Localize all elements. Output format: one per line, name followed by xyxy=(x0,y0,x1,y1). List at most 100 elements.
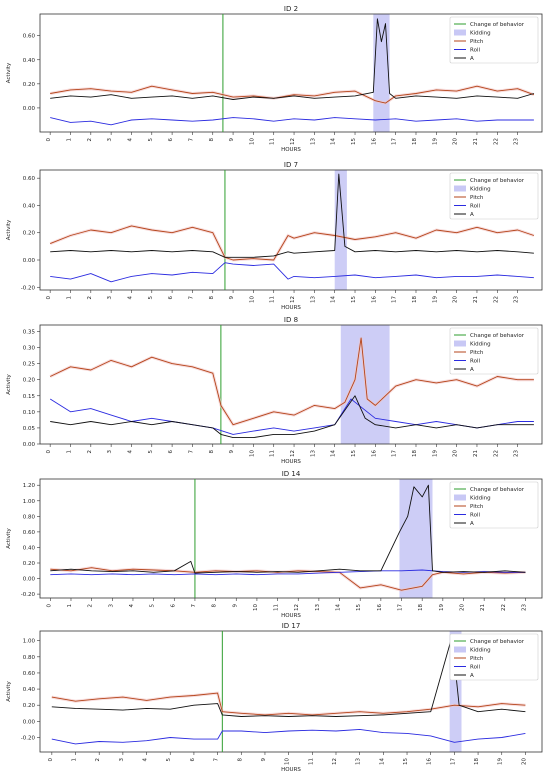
legend-label-pitch: Pitch xyxy=(470,350,484,356)
x-tick-label: 8 xyxy=(237,758,243,762)
legend-label-a: A xyxy=(470,56,474,62)
plot-frame xyxy=(39,478,543,599)
plot-frame xyxy=(39,169,543,291)
x-tick-label: 2 xyxy=(88,604,94,608)
legend-swatch-kidding xyxy=(454,340,466,347)
series-line-roll xyxy=(50,569,526,576)
legend: Change of behavior Kidding Pitch Roll A xyxy=(449,481,539,529)
y-tick-label: 0.00 xyxy=(23,442,36,448)
series-line-a xyxy=(50,173,534,258)
x-tick-label: 8 xyxy=(209,138,215,142)
legend-label-change: Change of behavior xyxy=(470,639,525,645)
chart-panel-2: ID 70.600.400.200.00-0.200 1 2 3 4 5 6 7 8 9 10 11 1… xyxy=(6,161,543,311)
x-tick-label: 15 xyxy=(403,758,409,765)
x-axis-label: HOURS xyxy=(281,305,301,311)
series-line-pitch xyxy=(51,692,526,716)
y-tick-label: 0.20 xyxy=(23,378,36,384)
x-tick-label: 0 xyxy=(46,604,52,608)
y-tick-label: 0.40 xyxy=(23,545,36,551)
legend-label-kidding: Kidding xyxy=(470,648,491,654)
x-tick-label: 14 xyxy=(331,296,337,303)
y-tick-label: 0.00 xyxy=(23,719,36,725)
x-tick-label: 21 xyxy=(473,138,479,145)
legend-label-kidding: Kidding xyxy=(470,342,491,348)
x-tick-label: 18 xyxy=(412,450,418,457)
series-line-pitch xyxy=(50,85,535,104)
x-tick-label: 9 xyxy=(229,296,235,300)
x-tick-label: 0 xyxy=(48,758,54,762)
y-tick-label: 0.80 xyxy=(23,514,36,520)
x-tick-label: 2 xyxy=(95,758,101,762)
y-axis-label: Activity xyxy=(6,219,12,240)
x-tick-label: 22 xyxy=(501,604,507,611)
x-tick-label: 16 xyxy=(371,138,377,145)
legend-label-roll: Roll xyxy=(470,665,480,671)
legend-label-a: A xyxy=(470,212,474,218)
x-tick-label: 2 xyxy=(87,296,93,300)
legend-label-roll: Roll xyxy=(470,48,480,54)
y-tick-label: 0.60 xyxy=(23,671,36,677)
chart-title: ID 17 xyxy=(282,622,301,630)
x-tick-label: 1 xyxy=(66,450,72,454)
legend-label-pitch: Pitch xyxy=(470,504,484,510)
x-tick-label: 23 xyxy=(514,296,520,303)
x-tick-label: 1 xyxy=(66,296,72,300)
series-line-roll xyxy=(50,262,534,283)
y-tick-label: 0.20 xyxy=(23,231,36,237)
y-tick-label: 0.20 xyxy=(23,703,36,709)
x-tick-label: 9 xyxy=(229,138,235,142)
legend-label-pitch: Pitch xyxy=(470,656,484,662)
x-tick-label: 2 xyxy=(87,138,93,142)
x-tick-label: 13 xyxy=(310,296,316,303)
x-tick-label: 9 xyxy=(229,450,235,454)
x-axis-label: HOURS xyxy=(281,147,301,153)
x-tick-label: 19 xyxy=(498,758,504,765)
x-tick-label: 20 xyxy=(459,604,465,611)
x-tick-label: 14 xyxy=(336,604,342,611)
x-axis-label: HOURS xyxy=(281,459,301,465)
x-tick-label: 19 xyxy=(432,296,438,303)
x-tick-label: 10 xyxy=(285,758,291,765)
chart-title: ID 2 xyxy=(284,5,298,13)
x-tick-label: 6 xyxy=(190,758,196,762)
legend-label-pitch: Pitch xyxy=(470,39,484,45)
x-tick-label: 10 xyxy=(249,296,255,303)
kidding-band xyxy=(373,14,390,132)
y-tick-label: 0.20 xyxy=(23,82,36,88)
y-tick-label: 0.05 xyxy=(23,426,36,432)
x-tick-label: 12 xyxy=(290,450,296,457)
x-tick-label: 16 xyxy=(427,758,433,765)
y-tick-label: 0.00 xyxy=(23,106,36,112)
legend-swatch-kidding xyxy=(454,494,466,501)
plot-frame xyxy=(39,13,543,133)
legend-label-roll: Roll xyxy=(470,513,480,519)
series-line-roll xyxy=(51,728,526,745)
x-tick-label: 20 xyxy=(453,450,459,457)
x-tick-label: 3 xyxy=(119,758,125,762)
plot-frame xyxy=(39,324,543,445)
x-tick-label: 16 xyxy=(377,604,383,611)
x-tick-label: 17 xyxy=(398,604,404,611)
x-tick-label: 15 xyxy=(351,450,357,457)
x-tick-label: 15 xyxy=(356,604,362,611)
x-axis-label: HOURS xyxy=(281,613,301,619)
x-tick-label: 6 xyxy=(168,450,174,454)
x-tick-label: 10 xyxy=(249,138,255,145)
series-line-pitch xyxy=(50,225,535,261)
x-tick-label: 9 xyxy=(232,604,238,608)
x-tick-label: 11 xyxy=(308,758,314,765)
x-tick-label: 21 xyxy=(480,604,486,611)
x-tick-label: 13 xyxy=(310,138,316,145)
x-tick-label: 4 xyxy=(127,450,133,454)
series-line-roll xyxy=(49,398,534,435)
kidding-band xyxy=(399,479,433,598)
y-tick-label: 0.25 xyxy=(23,362,36,368)
legend-label-pitch: Pitch xyxy=(470,195,484,201)
x-tick-label: 22 xyxy=(493,450,499,457)
x-tick-label: 3 xyxy=(108,604,114,608)
x-tick-label: 23 xyxy=(521,604,527,611)
x-tick-label: 17 xyxy=(392,450,398,457)
x-tick-label: 0 xyxy=(46,138,52,142)
legend: Change of behavior Kidding Pitch Roll A xyxy=(449,327,539,375)
